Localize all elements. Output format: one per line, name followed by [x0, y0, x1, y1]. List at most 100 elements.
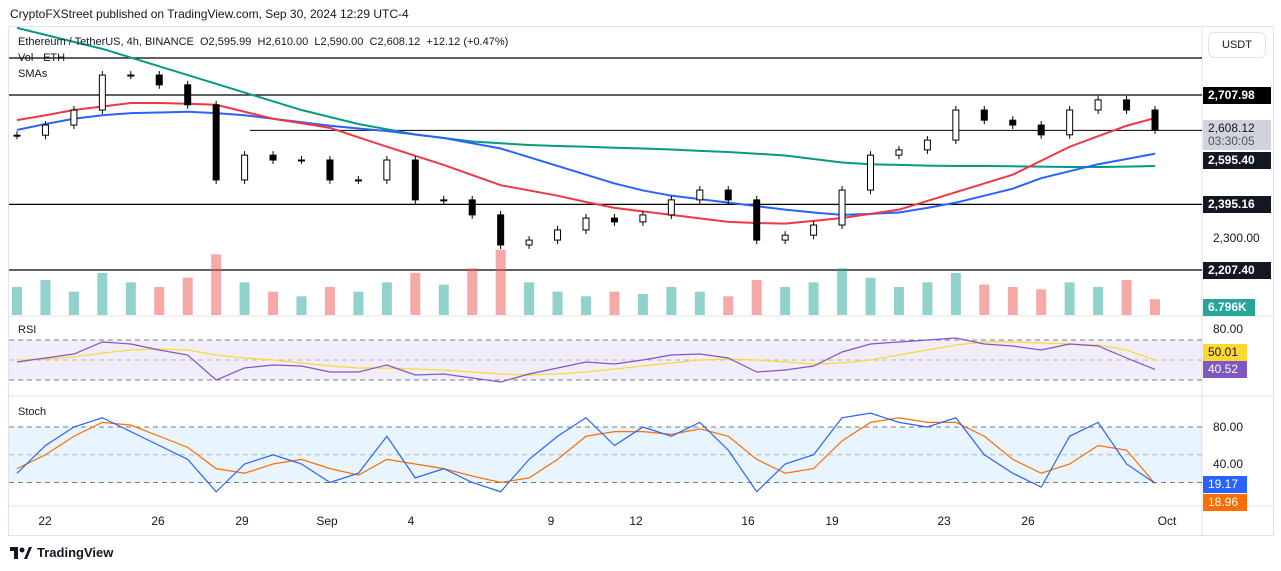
volume-bar [1121, 280, 1132, 315]
candle [1037, 124, 1045, 136]
candle [582, 217, 590, 231]
candle [326, 159, 334, 181]
stoch-legend[interactable]: Stoch [18, 406, 47, 418]
footer-text: TradingView [37, 545, 114, 560]
volume-bar [97, 273, 108, 315]
volume-bar [837, 268, 848, 315]
candle [610, 217, 618, 223]
candle [1009, 119, 1017, 126]
candle [241, 154, 249, 181]
smas-legend[interactable]: SMAs [18, 68, 48, 80]
candle [667, 199, 675, 216]
level-label-2707: 2,707.98 [1203, 87, 1271, 104]
candle [354, 179, 362, 182]
candle [696, 189, 704, 201]
volume-bar [154, 287, 165, 315]
x-axis-label: 26 [151, 514, 165, 528]
candle [127, 74, 135, 77]
stoch-k-line [16, 412, 1156, 493]
volume-bar [239, 282, 250, 315]
candle [753, 199, 761, 241]
rsi-value-label: 40.52 [1203, 361, 1247, 378]
volume-bar [182, 277, 193, 315]
volume-bar [694, 291, 705, 315]
volume-bar [1150, 299, 1160, 315]
volume-bar [609, 291, 620, 315]
candle [838, 189, 846, 226]
stoch-d-label: 18.96 [1203, 494, 1247, 511]
volume-bar [893, 287, 904, 315]
x-axis-label: 9 [547, 514, 555, 528]
volume-bar [1093, 287, 1104, 315]
volume-bar [922, 282, 933, 315]
tradingview-logo[interactable]: TradingView [10, 545, 113, 560]
currency-button[interactable]: USDT [1208, 32, 1266, 58]
volume-bar [12, 287, 22, 315]
candle [411, 159, 419, 201]
legend-main: Ethereum / TetherUS, 4h, BINANCE O2,595.… [18, 36, 508, 48]
price-tick: 2,300.00 [1213, 231, 1260, 245]
candle [497, 214, 505, 246]
rsi-ma-line [16, 341, 1156, 376]
candle [554, 229, 562, 241]
candle [867, 154, 874, 191]
candle [184, 84, 192, 106]
x-axis-label: 4 [407, 514, 415, 528]
sma-green-line [16, 26, 1156, 169]
volume-bar [979, 284, 990, 315]
volume-bar [751, 280, 762, 315]
x-axis-label: Sep [316, 514, 338, 528]
volume-label: 6.796K [1203, 299, 1255, 316]
x-axis-label: 22 [38, 514, 52, 528]
volume-bar [410, 273, 421, 315]
stoch-tick-40: 40.00 [1213, 457, 1244, 471]
candle [155, 74, 163, 86]
x-axis-label: 26 [1021, 514, 1035, 528]
candle [1123, 99, 1131, 111]
candle [70, 109, 78, 126]
volume-bar [211, 254, 222, 315]
candle [639, 214, 647, 223]
high-value: H2,610.00 [257, 36, 309, 48]
stoch-k-label: 19.17 [1203, 476, 1247, 493]
last-price: 2,608.12 [1208, 121, 1255, 135]
change-value: +12.12 (+0.47%) [426, 36, 509, 48]
candle [923, 139, 931, 151]
open-value: O2,595.99 [200, 36, 252, 48]
volume-bar [324, 287, 335, 315]
volume-bar [666, 287, 677, 315]
candle [1094, 99, 1102, 111]
volume-bar [467, 268, 478, 315]
x-axis-label: 29 [235, 514, 249, 528]
low-value: L2,590.00 [314, 36, 364, 48]
candle [980, 109, 988, 121]
symbol-label[interactable]: Ethereum / TetherUS, 4h, BINANCE [18, 36, 194, 48]
volume-legend[interactable]: Vol · ETH [18, 52, 66, 64]
candle [383, 159, 391, 181]
last-price-label: 2,608.12 03:30:05 [1203, 120, 1271, 150]
volume-bar [438, 284, 449, 315]
volume-bar [1064, 282, 1075, 315]
candle [895, 149, 903, 156]
candle [1066, 109, 1074, 136]
volume-bar [68, 291, 79, 315]
tradingview-logo-icon [10, 546, 32, 559]
x-axis-label: 23 [937, 514, 951, 528]
x-axis-label: Oct [1157, 514, 1177, 528]
volume-bar [865, 277, 876, 315]
volume-bar [495, 249, 506, 315]
candle [468, 199, 476, 216]
candle [13, 134, 21, 137]
rsi-legend[interactable]: RSI [18, 324, 37, 336]
volume-bar [268, 291, 279, 315]
volume-bar [353, 291, 364, 315]
level-label-2207: 2,207.40 [1203, 262, 1271, 279]
volume-bar [637, 294, 648, 315]
volume-bar [780, 287, 791, 315]
x-axis-label: 16 [741, 514, 755, 528]
sma-blue-line [16, 110, 1156, 216]
volume-bar [552, 291, 563, 315]
stoch-d-line [16, 417, 1156, 484]
attribution: CryptoFXStreet published on TradingView.… [10, 7, 409, 21]
